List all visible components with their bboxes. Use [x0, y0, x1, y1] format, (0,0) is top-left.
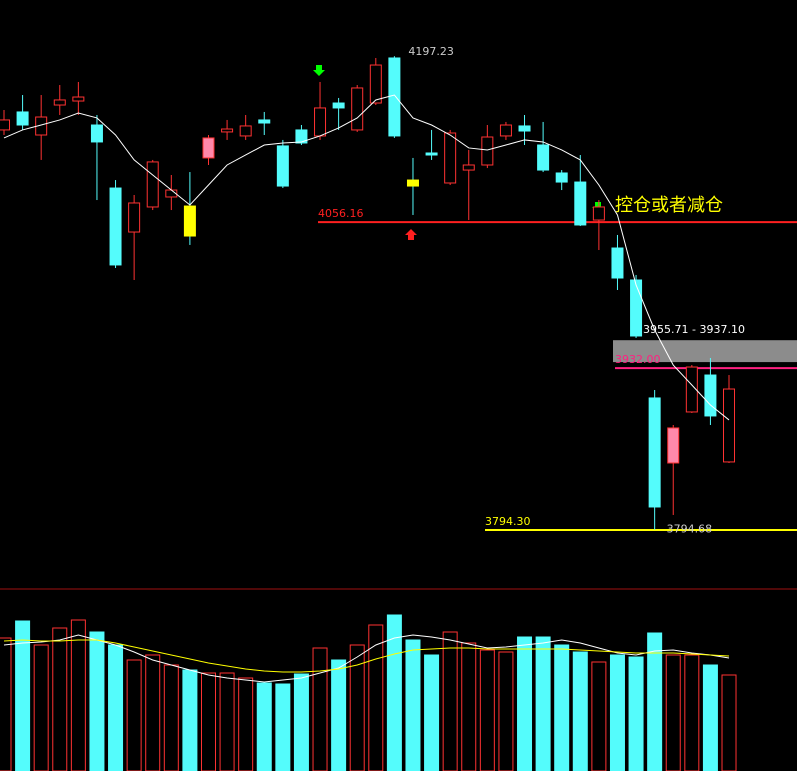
high-label: 4197.23	[408, 45, 454, 58]
volume-bar	[256, 682, 272, 771]
volume-bar	[498, 651, 514, 771]
volume-bar	[368, 624, 384, 771]
volume-bar	[293, 673, 309, 771]
candle-body	[221, 128, 234, 133]
candle-body	[406, 179, 419, 187]
volume-bar	[238, 677, 254, 771]
volume-bar	[312, 647, 328, 771]
candle-body	[351, 87, 364, 131]
volume-bar	[386, 614, 402, 771]
candle-body	[704, 374, 717, 417]
candle-body	[332, 102, 345, 109]
candle-body	[276, 145, 289, 187]
moving-average	[3, 94, 730, 421]
candle-body	[239, 125, 252, 137]
candle-body	[16, 111, 29, 126]
volume-bar	[628, 656, 644, 771]
candle-body	[630, 279, 643, 337]
volume-bar	[517, 636, 533, 771]
candle-body	[444, 132, 457, 184]
level-label: 3932.00	[615, 353, 661, 366]
volume-bar	[702, 664, 718, 771]
volume-bar	[0, 637, 12, 771]
candle-body	[90, 124, 103, 143]
low-label: 3794.68	[667, 523, 713, 536]
band-label: 3955.71 - 3937.10	[643, 323, 745, 336]
volume-bar	[70, 619, 86, 771]
volume-bar	[424, 654, 440, 771]
volume-bar	[89, 631, 105, 771]
candle-body	[592, 206, 605, 221]
candle-body	[648, 397, 661, 508]
sell-arrow	[313, 65, 325, 76]
volume-bar	[665, 654, 681, 771]
volume-bar	[15, 620, 31, 771]
candle-body	[369, 64, 382, 104]
candle-body	[611, 247, 624, 279]
candle-body	[128, 202, 141, 233]
volume-bar	[609, 654, 625, 771]
volume-bar	[554, 644, 570, 771]
volume-bar	[647, 632, 663, 771]
volume-bar	[126, 659, 142, 771]
candle-body	[723, 388, 736, 463]
candle-body	[295, 129, 308, 144]
volume-bar	[52, 627, 68, 771]
candle-body	[537, 144, 550, 171]
candle-body	[667, 427, 680, 464]
volume-bar	[442, 631, 458, 771]
level-label: 3794.30	[485, 515, 531, 528]
candle-body	[481, 136, 494, 166]
candle-body	[574, 181, 587, 226]
volume-bar	[405, 639, 421, 771]
volume-bar	[535, 636, 551, 771]
candle-body	[109, 187, 122, 266]
volume-bar	[145, 654, 161, 771]
candle-body	[555, 172, 568, 183]
candle-body	[425, 152, 438, 156]
price-band	[613, 340, 797, 363]
candle-body	[314, 107, 327, 137]
annotation: 控仓或者减仓	[615, 195, 723, 216]
candle-body	[685, 366, 698, 413]
volume-bar	[33, 644, 49, 771]
candle-body	[202, 137, 215, 159]
volume-bar	[108, 644, 124, 771]
volume-bar	[163, 664, 179, 771]
volume-bar	[349, 644, 365, 771]
volume-bar	[331, 659, 347, 771]
candle-body	[258, 119, 271, 124]
volume-bar	[479, 649, 495, 771]
candle-body	[183, 205, 196, 237]
volume-bar	[461, 642, 477, 771]
candle-body	[499, 124, 512, 137]
volume-bar	[182, 669, 198, 771]
volume-bar	[572, 651, 588, 771]
volume-average	[3, 639, 730, 673]
buy-arrow	[405, 229, 417, 240]
level-label: 4056.16	[318, 207, 364, 220]
volume-bar	[591, 661, 607, 771]
candle-body	[146, 161, 159, 208]
candle-body	[518, 125, 531, 132]
volume-average	[3, 634, 730, 683]
candle-body	[0, 119, 10, 131]
volume-bar	[200, 672, 216, 771]
volume-bar	[275, 683, 291, 771]
candle-body	[462, 164, 475, 171]
candle-body	[72, 96, 85, 102]
volume-bar	[219, 672, 235, 771]
volume-bar	[721, 674, 737, 771]
candle-body	[388, 57, 401, 137]
candle-body	[53, 99, 66, 106]
volume-bar	[684, 654, 700, 771]
